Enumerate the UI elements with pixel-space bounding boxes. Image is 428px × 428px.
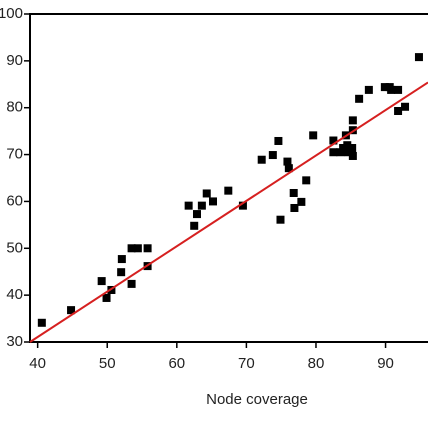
point: [380, 83, 389, 92]
point: [133, 244, 142, 253]
point: [348, 144, 357, 153]
point: [283, 157, 292, 166]
x-axis-label: Node coverage: [206, 391, 308, 408]
x-tick-label: 80: [308, 355, 325, 372]
point: [339, 144, 348, 153]
point: [284, 164, 293, 173]
point: [197, 201, 206, 210]
point: [190, 221, 199, 230]
point: [329, 136, 338, 145]
point: [184, 201, 193, 210]
point: [336, 148, 345, 157]
point: [343, 141, 352, 150]
point: [192, 210, 201, 219]
point: [355, 94, 364, 103]
point: [102, 293, 111, 302]
fit-line: [29, 81, 428, 343]
point: [127, 244, 136, 253]
point: [348, 151, 357, 160]
plot-frame: [29, 13, 428, 343]
point: [343, 148, 352, 157]
point: [348, 126, 357, 135]
point: [224, 186, 233, 195]
point: [127, 279, 136, 288]
x-tick-label: 60: [168, 355, 185, 372]
y-tick-label: 80: [6, 99, 23, 116]
point: [394, 106, 403, 115]
point: [329, 148, 338, 157]
point: [268, 151, 277, 160]
point: [414, 53, 423, 62]
point: [117, 268, 126, 277]
point: [364, 85, 373, 94]
x-tick-label: 70: [238, 355, 255, 372]
x-tick-label: 50: [99, 355, 116, 372]
y-tick-label: 100: [0, 5, 23, 22]
y-tick-label: 90: [6, 52, 23, 69]
point: [117, 255, 126, 264]
point: [290, 203, 299, 212]
y-tick-label: 70: [6, 146, 23, 163]
x-tick-label: 90: [377, 355, 394, 372]
point: [348, 116, 357, 125]
point: [394, 85, 403, 94]
point: [143, 244, 152, 253]
y-tick-label: 30: [6, 333, 23, 350]
y-tick-label: 50: [6, 239, 23, 256]
point: [97, 277, 106, 286]
point: [257, 155, 266, 164]
point: [297, 197, 306, 206]
x-tick-label: 40: [29, 355, 46, 372]
point: [276, 215, 285, 224]
point: [387, 85, 396, 94]
point: [401, 102, 410, 111]
y-tick-label: 40: [6, 286, 23, 303]
point: [289, 188, 298, 197]
point: [274, 136, 283, 145]
point: [238, 201, 247, 210]
point: [208, 197, 217, 206]
point: [302, 176, 311, 185]
point: [37, 318, 46, 327]
y-tick-label: 60: [6, 192, 23, 209]
point: [309, 131, 318, 140]
point: [67, 306, 76, 315]
point: [202, 189, 211, 198]
